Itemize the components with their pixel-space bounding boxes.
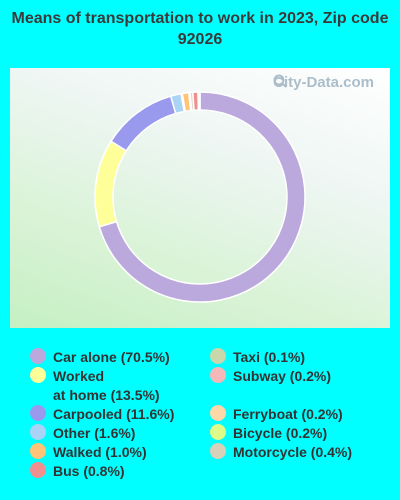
legend-label: Taxi (0.1%) <box>233 349 306 365</box>
slice-carpooled <box>110 95 177 152</box>
legend-label: Car alone (70.5%) <box>53 349 170 365</box>
legend-item: Bus (0.8%) <box>30 462 125 481</box>
legend-swatch <box>210 424 226 440</box>
legend-swatch <box>210 443 226 459</box>
legend-label: Worked at home (13.5%) <box>53 368 160 403</box>
legend-swatch <box>30 443 46 459</box>
search-icon <box>273 74 287 88</box>
legend-item: Walked (1.0%) <box>30 443 147 462</box>
slice-taxi <box>198 91 201 111</box>
legend-item: Ferryboat (0.2%) <box>210 405 343 424</box>
legend-item: Carpooled (11.6%) <box>30 405 174 424</box>
legend-item: Bicycle (0.2%) <box>210 424 327 443</box>
legend-item: Worked at home (13.5%) <box>30 367 160 405</box>
legend-item: Subway (0.2%) <box>210 367 331 386</box>
legend-label: Other (1.6%) <box>53 425 136 441</box>
legend-label: Ferryboat (0.2%) <box>233 406 343 422</box>
legend-item: Car alone (70.5%) <box>30 348 170 367</box>
legend-swatch <box>210 348 226 364</box>
legend-swatch <box>30 462 46 478</box>
legend-label: Walked (1.0%) <box>53 444 147 460</box>
legend-label: Subway (0.2%) <box>233 368 332 384</box>
watermark-text: City-Data.com <box>273 74 374 91</box>
legend-label: Bus (0.8%) <box>53 463 125 479</box>
plot-area: City-Data.com <box>10 68 390 328</box>
legend-label: Carpooled (11.6%) <box>53 406 175 422</box>
legend-item: Other (1.6%) <box>30 424 135 443</box>
slice-worked-at-home <box>94 140 128 228</box>
legend-label: Motorcycle (0.4%) <box>233 444 353 460</box>
chart-title: Means of transportation to work in 2023,… <box>11 10 389 48</box>
legend-swatch <box>210 405 226 421</box>
legend-item: Motorcycle (0.4%) <box>210 443 352 462</box>
legend-label: Bicycle (0.2%) <box>233 425 328 441</box>
legend-swatch <box>210 367 226 383</box>
slice-car-alone <box>98 91 306 303</box>
donut-chart <box>94 91 306 303</box>
legend-swatch <box>30 424 46 440</box>
legend-swatch <box>30 348 46 364</box>
legend-swatch <box>30 405 46 421</box>
watermark: City-Data.com <box>273 74 374 91</box>
legend-swatch <box>30 367 46 383</box>
legend-item: Taxi (0.1%) <box>210 348 305 367</box>
